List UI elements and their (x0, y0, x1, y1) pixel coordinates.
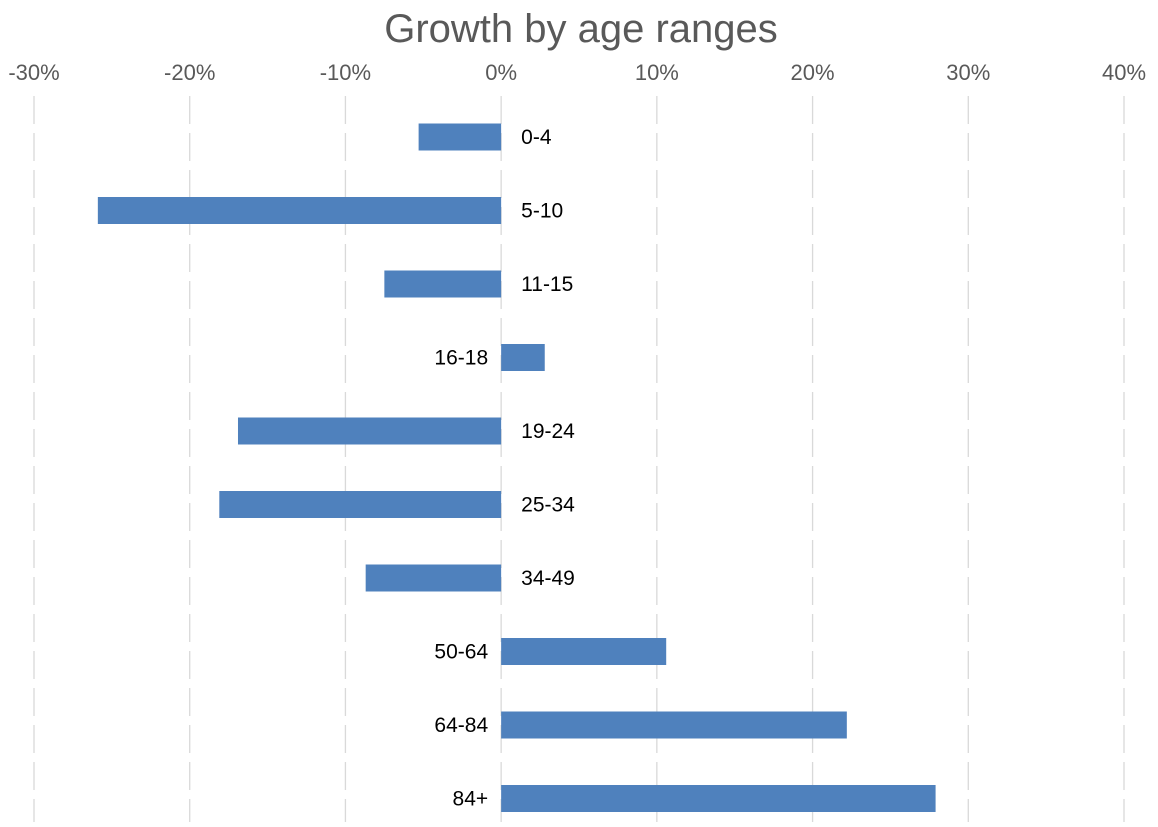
bar-11-15 (384, 270, 502, 298)
bar-84+ (501, 785, 936, 812)
category-labels: 0-4 5-10 11-15 16-18 19-24 25-34 34-49 50-64 64-… (434, 126, 575, 811)
bar-64-84 (501, 711, 847, 739)
x-tick-label: 40% (1102, 60, 1146, 85)
bars (97, 123, 936, 812)
x-tick-label: -20% (164, 60, 215, 85)
x-tick-label: -10% (320, 60, 371, 85)
category-label: 11-15 (521, 273, 573, 296)
chart-title: Growth by age ranges (384, 7, 778, 51)
category-label: 50-64 (434, 641, 488, 664)
category-label: 0-4 (521, 126, 552, 149)
x-tick-label: 20% (791, 60, 835, 85)
bar-50-64 (501, 638, 667, 665)
category-label: 19-24 (521, 420, 575, 443)
x-tick-label: 10% (635, 60, 679, 85)
x-axis-ticks: -30% -20% -10% 0% 10% 20% 30% 40% (8, 60, 1146, 85)
category-label: 84+ (453, 788, 489, 811)
x-tick-label: 0% (485, 60, 517, 85)
bar-19-24 (237, 417, 502, 445)
category-label: 25-34 (521, 494, 575, 517)
bar-34-49 (365, 564, 502, 592)
x-tick-label: -30% (8, 60, 59, 85)
category-label: 16-18 (434, 347, 488, 370)
bar-0-4 (418, 123, 502, 151)
category-label: 64-84 (434, 714, 488, 737)
bar-25-34 (219, 491, 502, 518)
category-label: 34-49 (521, 567, 575, 590)
category-label: 5-10 (521, 200, 563, 223)
x-tick-label: 30% (946, 60, 990, 85)
bar-16-18 (501, 344, 545, 371)
bar-5-10 (97, 197, 502, 224)
